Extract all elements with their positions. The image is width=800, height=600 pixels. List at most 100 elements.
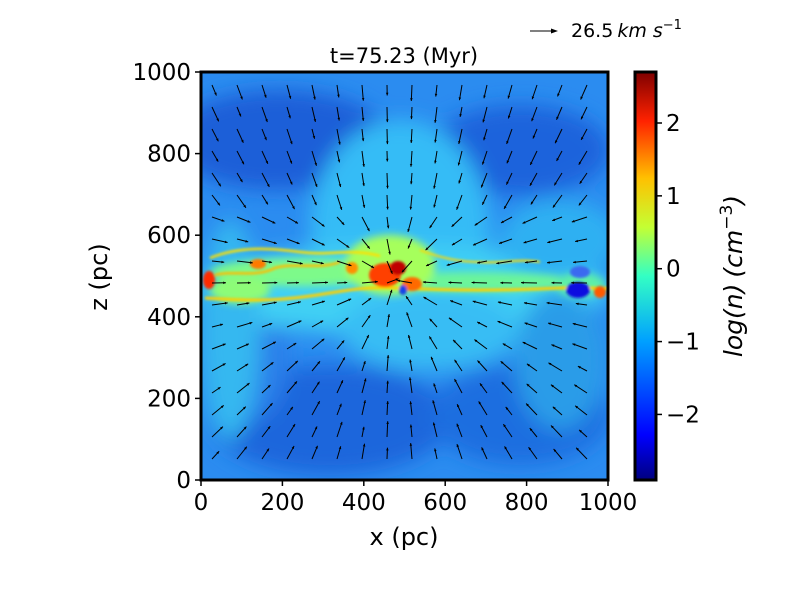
velocity-arrowhead (499, 241, 503, 244)
quiver-key-arrowhead (551, 28, 558, 34)
velocity-arrowhead (523, 240, 527, 244)
velocity-arrowhead (502, 343, 506, 347)
velocity-arrowhead (390, 270, 393, 274)
velocity-arrowhead (423, 296, 427, 300)
velocity-arrowhead (505, 406, 509, 410)
velocity-arrowhead (370, 265, 374, 268)
velocity-arrowhead (553, 448, 557, 452)
velocity-arrowhead (264, 137, 267, 141)
velocity-arrowhead (528, 447, 532, 451)
velocity-arrowhead (482, 161, 485, 165)
velocity-arrowhead (367, 315, 371, 319)
velocity-arrowhead (531, 96, 535, 100)
velocity-arrowhead (474, 339, 478, 343)
velocity-arrowhead (579, 429, 582, 433)
velocity-arrowhead (529, 182, 533, 186)
velocity-arrowhead (523, 301, 527, 305)
velocity-arrowhead (430, 356, 434, 360)
x-tick-label: 0 (194, 490, 209, 516)
velocity-arrowhead (247, 220, 251, 223)
velocity-arrowhead (546, 301, 550, 305)
velocity-arrowhead (288, 115, 291, 119)
velocity-arrowhead (218, 183, 221, 187)
velocity-arrowhead (299, 262, 303, 265)
colorbar-label: log(n) (cm−3) (717, 195, 748, 357)
velocity-arrowhead (338, 446, 342, 450)
velocity-arrowhead (556, 116, 559, 120)
velocity-arrowhead (575, 405, 579, 409)
velocity-arrowhead (526, 403, 529, 407)
velocity-arrowhead (526, 383, 530, 387)
velocity-arrowhead (386, 421, 389, 424)
velocity-arrowhead (345, 317, 349, 321)
velocity-arrowhead (389, 289, 393, 293)
velocity-arrowhead (531, 118, 534, 122)
velocity-arrowhead (265, 201, 268, 205)
velocity-arrowhead (320, 320, 324, 324)
colorbar-label-close: ) (719, 195, 748, 207)
velocity-arrowhead (432, 422, 436, 426)
velocity-arrowhead (578, 202, 582, 206)
y-tick-label: 200 (147, 386, 191, 412)
velocity-arrowhead (454, 359, 458, 363)
velocity-arrowhead (500, 220, 504, 223)
velocity-arrowhead (290, 406, 293, 410)
velocity-arrowhead (296, 281, 299, 285)
velocity-arrowhead (316, 381, 320, 385)
velocity-arrowhead (266, 448, 270, 452)
velocity-arrowhead (313, 118, 317, 122)
velocity-arrowhead (433, 383, 436, 387)
velocity-arrowhead (244, 446, 247, 450)
velocity-arrowhead (401, 269, 405, 273)
velocity-arrowhead (409, 401, 413, 405)
velocity-arrowhead (477, 261, 481, 264)
velocity-arrowhead (572, 343, 576, 346)
velocity-arrowhead (575, 302, 579, 306)
velocity-arrowhead (222, 363, 226, 366)
velocity-arrowhead (265, 119, 268, 123)
velocity-arrowhead (478, 401, 482, 405)
velocity-arrowhead (368, 298, 372, 301)
velocity-arrowhead (522, 342, 526, 345)
velocity-arrowhead (577, 366, 581, 369)
velocity-arrowhead (266, 183, 270, 187)
velocity-arrowhead (548, 362, 552, 366)
velocity-arrowhead (532, 135, 536, 139)
velocity-arrowhead (552, 204, 556, 208)
velocity-arrowhead (426, 263, 430, 267)
x-tick-label: 600 (423, 490, 467, 516)
velocity-arrowhead (321, 223, 325, 227)
velocity-arrowhead (272, 341, 276, 345)
velocity-arrowhead (361, 97, 365, 101)
velocity-arrowhead (313, 96, 316, 100)
velocity-arrowhead (524, 322, 528, 325)
velocity-arrowhead (216, 118, 219, 122)
velocity-arrowhead (217, 387, 221, 390)
velocity-arrowhead (314, 202, 317, 206)
velocity-arrowhead (267, 384, 271, 388)
velocity-arrowhead (576, 447, 579, 451)
velocity-arrowhead (550, 425, 554, 429)
velocity-arrowhead (367, 228, 370, 232)
velocity-arrowhead (321, 242, 325, 246)
velocity-arrowhead (363, 400, 366, 404)
velocity-arrowhead (506, 160, 510, 164)
velocity-arrowhead (215, 158, 219, 162)
velocity-arrowhead (338, 183, 342, 187)
velocity-arrowhead (312, 135, 316, 139)
velocity-arrowhead (530, 201, 534, 205)
velocity-arrowhead (497, 301, 501, 304)
velocity-arrowhead (496, 261, 500, 265)
velocity-arrowhead (215, 138, 219, 142)
velocity-arrowhead (507, 115, 511, 119)
velocity-arrowhead (507, 95, 511, 99)
y-axis: 0 200 400 600 800 1000 (132, 60, 201, 494)
velocity-arrowhead (386, 206, 389, 210)
x-tick-label: 1000 (579, 490, 638, 516)
velocity-arrowhead (425, 247, 429, 251)
velocity-arrowhead (317, 361, 321, 365)
velocity-arrowhead (216, 451, 220, 455)
velocity-arrowhead (246, 302, 250, 305)
quiver-key: 26.5 km s−1 (530, 18, 682, 42)
velocity-arrowhead (548, 322, 551, 326)
